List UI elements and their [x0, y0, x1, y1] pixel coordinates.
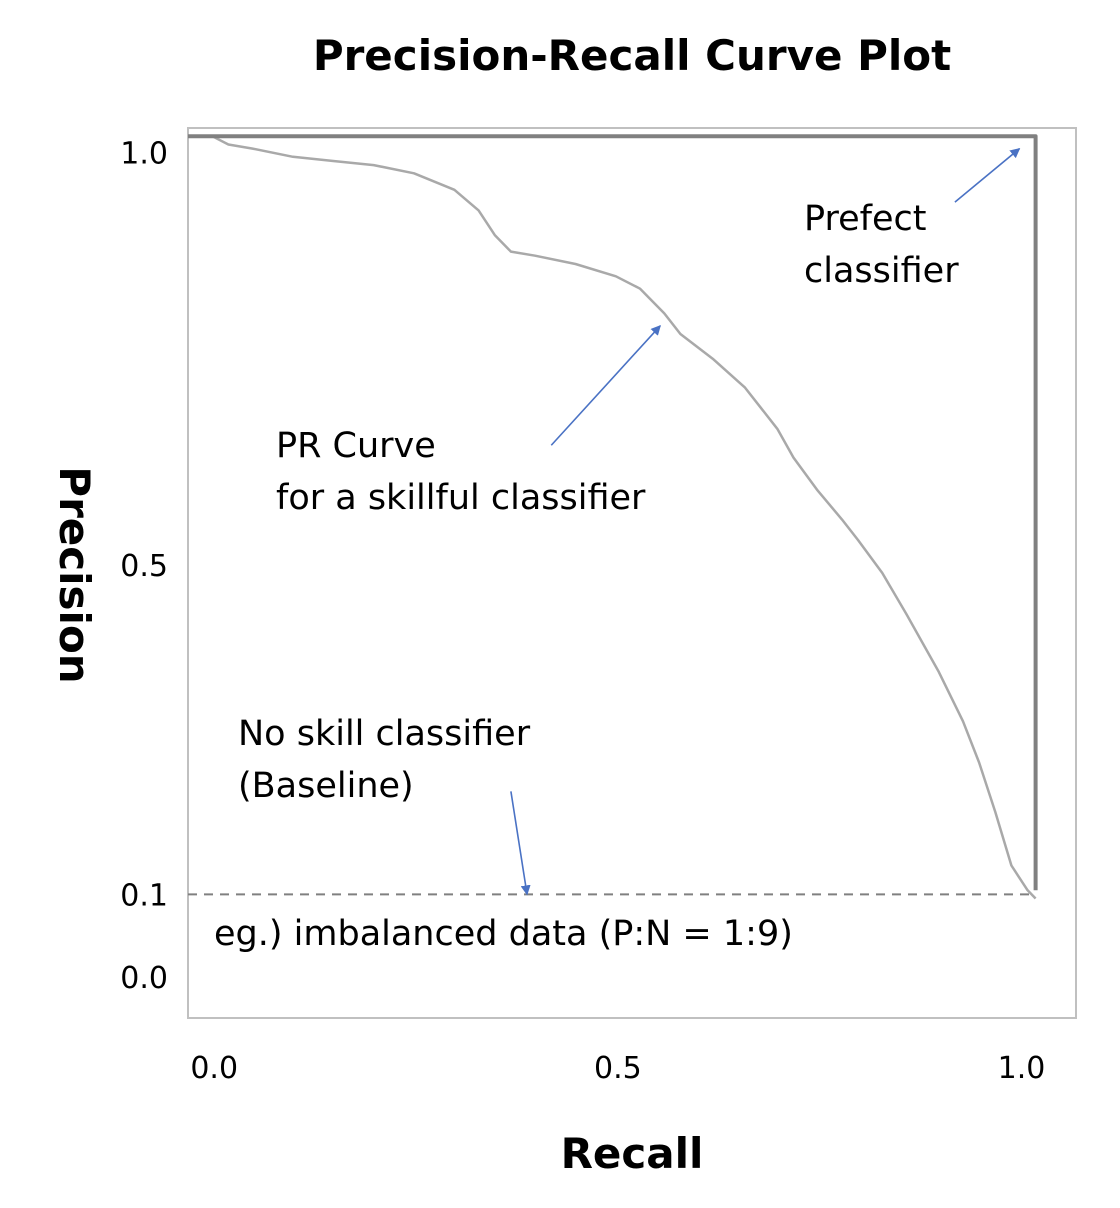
perfect-classifier-line — [188, 134, 1038, 891]
perfect-classifier-annotation: Prefect classifier — [804, 147, 1021, 291]
pr-curve-annotation-line: PR Curve — [276, 426, 436, 466]
imbalanced-data-note: eg.) imbalanced data (P:N = 1:9) — [214, 914, 793, 954]
pr-curve-annotation-line: for a skillful classifier — [276, 478, 646, 518]
pr-curve-annotation: PR Curve for a skillful classifier — [276, 325, 661, 518]
x-tick-labels: 0.0 0.5 1.0 — [190, 1051, 1045, 1086]
perfect-classifier-annotation-line: classifier — [804, 251, 959, 291]
perfect-classifier-annotation-arrow — [954, 147, 1021, 203]
series-layer — [188, 134, 1038, 900]
perfect-classifier-annotation-line: Prefect — [804, 199, 926, 239]
x-tick-label: 1.0 — [998, 1051, 1046, 1086]
no-skill-annotation-arrow — [510, 791, 531, 896]
no-skill-annotation-line: (Baseline) — [238, 766, 414, 806]
y-tick-label: 1.0 — [120, 137, 168, 172]
y-axis-label: Precision — [50, 466, 99, 683]
imbalanced-data-note-line: eg.) imbalanced data (P:N = 1:9) — [214, 914, 793, 954]
y-tick-label: 0.0 — [120, 961, 168, 996]
x-tick-label: 0.0 — [190, 1051, 238, 1086]
pr-curve-line — [188, 134, 1037, 900]
x-axis-label: Recall — [561, 1129, 704, 1178]
y-tick-label: 0.1 — [120, 878, 168, 913]
no-skill-annotation: No skill classifier (Baseline) — [238, 714, 531, 896]
no-skill-annotation-line: No skill classifier — [238, 714, 531, 754]
pr-curve-annotation-arrow — [550, 325, 661, 446]
annotation-layer: Prefect classifier PR Curve for a skillful … — [214, 147, 1021, 954]
plot-frame — [187, 127, 1077, 1019]
x-tick-label: 0.5 — [594, 1051, 642, 1086]
y-tick-labels: 1.0 0.5 0.1 0.0 — [120, 137, 168, 996]
y-tick-label: 0.5 — [120, 549, 168, 584]
chart-title: Precision-Recall Curve Plot — [313, 31, 951, 80]
